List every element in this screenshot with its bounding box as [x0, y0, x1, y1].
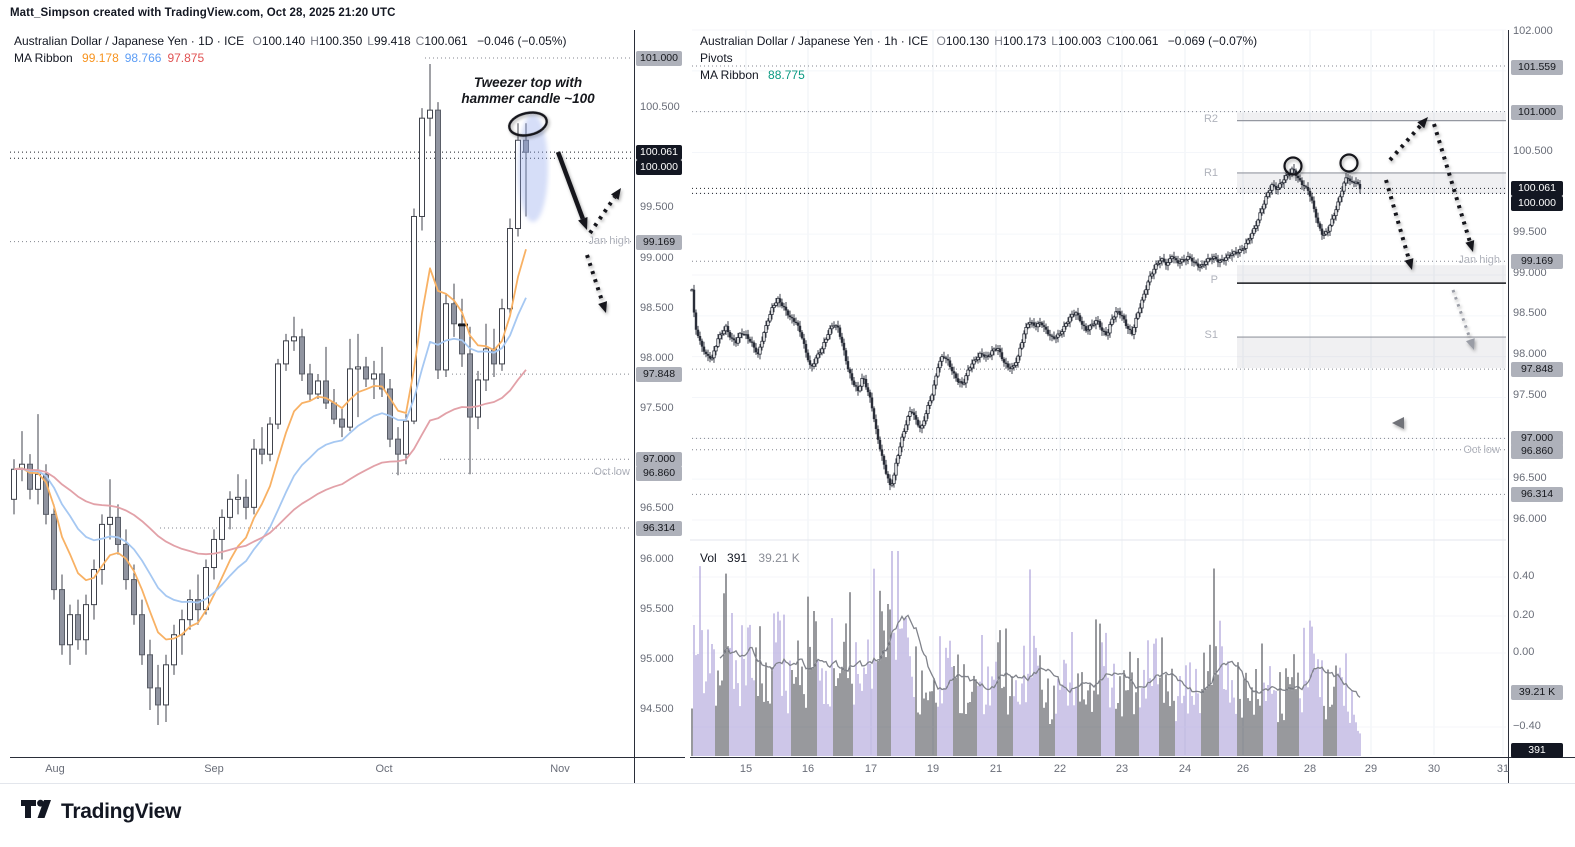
right-ohlc-values: O100.130 H100.173 L100.003 C100.061 — [932, 34, 1159, 48]
ohlc-value: 100.350 — [318, 34, 363, 48]
volume-ma-value: 39.21 K — [758, 551, 800, 565]
left-symbol: Australian Dollar / Japanese Yen — [14, 34, 188, 48]
ohlc-prefix: L — [367, 34, 374, 48]
left-price-axis[interactable] — [634, 30, 685, 783]
ohlc-prefix: C — [415, 34, 425, 48]
ohlc-value: 100.173 — [1002, 34, 1047, 48]
ma-value: 98.766 — [124, 51, 162, 65]
tradingview-logo-icon — [21, 799, 51, 818]
ma-value: 97.875 — [167, 51, 205, 65]
ma-value: 88.775 — [768, 68, 805, 82]
tweezer-annotation: Tweezer top with hammer candle ~100 — [461, 75, 595, 106]
ohlc-value: 99.418 — [373, 34, 411, 48]
right-symbol-meta: · 1h · ICE — [876, 34, 929, 48]
left-change: −0.046 (−0.05%) — [477, 34, 567, 48]
left-ma-ribbon-row: MA Ribbon 99.178 98.766 97.875 — [14, 50, 566, 67]
ohlc-prefix: O — [252, 34, 262, 48]
left-ohlc-values: O100.140 H100.350 L99.418 C100.061 — [247, 34, 467, 48]
left-symbol-row: Australian Dollar / Japanese Yen · 1D · … — [14, 33, 566, 50]
right-symbol: Australian Dollar / Japanese Yen — [700, 34, 874, 48]
volume-label: Vol — [700, 551, 717, 565]
left-symbol-meta: · 1D · ICE — [190, 34, 245, 48]
ohlc-value: 100.061 — [424, 34, 468, 48]
ohlc-value: 100.130 — [945, 34, 990, 48]
ohlc-prefix: H — [994, 34, 1003, 48]
ohlc-value: 100.061 — [1115, 34, 1159, 48]
volume-current: 391 — [727, 551, 748, 565]
volume-legend[interactable]: Vol 391 39.21 K — [700, 551, 800, 565]
time-axis[interactable] — [0, 757, 1575, 783]
tradingview-logo[interactable]: TradingView — [20, 799, 181, 825]
ohlc-prefix: O — [936, 34, 946, 48]
ohlc-value: 100.003 — [1057, 34, 1102, 48]
ohlc-prefix: C — [1106, 34, 1116, 48]
left-ma-ribbon-label: MA Ribbon — [14, 51, 73, 65]
right-ma-ribbon-value: 88.775 — [768, 68, 805, 82]
left-chart-legend[interactable]: Australian Dollar / Japanese Yen · 1D · … — [14, 33, 566, 67]
ma-value: 99.178 — [82, 51, 119, 65]
ohlc-prefix: H — [310, 34, 319, 48]
left-ma-ribbon-values: 99.178 98.766 97.875 — [76, 51, 204, 65]
right-ma-ribbon-row: MA Ribbon 88.775 — [700, 67, 1257, 84]
tradingview-logo-text: TradingView — [61, 800, 182, 823]
ohlc-prefix: L — [1051, 34, 1058, 48]
right-symbol-row: Australian Dollar / Japanese Yen · 1h · … — [700, 33, 1257, 50]
right-pivots-label: Pivots — [700, 51, 733, 65]
credit-line: Matt_Simpson created with TradingView.co… — [10, 7, 396, 19]
ohlc-value: 100.140 — [261, 34, 306, 48]
right-ma-ribbon-label: MA Ribbon — [700, 68, 759, 82]
right-change: −0.069 (−0.07%) — [1167, 34, 1258, 48]
right-chart-legend[interactable]: Australian Dollar / Japanese Yen · 1h · … — [700, 33, 1257, 84]
right-price-axis[interactable] — [1508, 30, 1575, 783]
